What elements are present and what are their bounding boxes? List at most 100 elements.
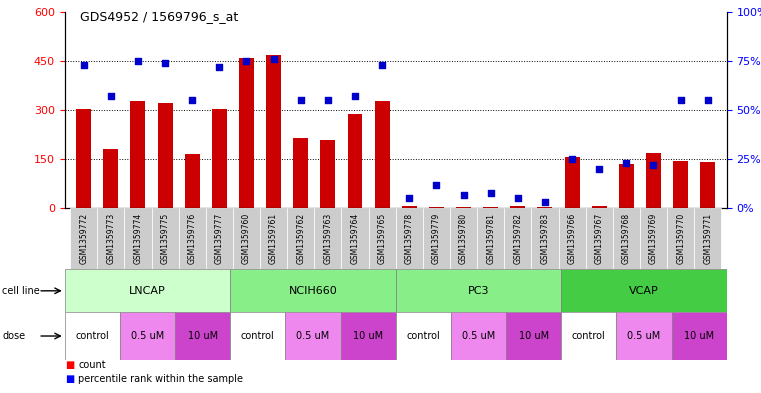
Bar	[151, 208, 179, 269]
Bar	[506, 312, 561, 360]
Point	[349, 93, 361, 99]
Text: GSM1359763: GSM1359763	[323, 213, 333, 264]
Text: GSM1359782: GSM1359782	[514, 213, 522, 264]
Bar	[233, 208, 260, 269]
Bar	[565, 156, 580, 208]
Bar	[673, 162, 688, 208]
Text: GSM1359762: GSM1359762	[296, 213, 305, 264]
Point	[566, 156, 578, 162]
Bar	[511, 206, 525, 208]
Text: GSM1359781: GSM1359781	[486, 213, 495, 264]
Text: GSM1359773: GSM1359773	[107, 213, 116, 264]
Text: 0.5 uM: 0.5 uM	[131, 331, 164, 341]
Point	[159, 60, 171, 66]
Text: GSM1359776: GSM1359776	[188, 213, 196, 264]
Point	[539, 199, 551, 206]
Bar	[293, 138, 308, 208]
Bar	[97, 208, 124, 269]
Text: ■: ■	[65, 360, 74, 371]
Point	[485, 189, 497, 196]
Text: LNCAP: LNCAP	[129, 286, 166, 296]
Point	[702, 97, 714, 103]
Bar	[561, 269, 727, 312]
Point	[648, 162, 660, 168]
Bar	[65, 312, 119, 360]
Text: dose: dose	[2, 331, 25, 341]
Point	[593, 166, 605, 172]
Bar	[586, 208, 613, 269]
Text: cell line: cell line	[2, 286, 40, 296]
Bar	[285, 312, 341, 360]
Bar	[477, 208, 505, 269]
Point	[403, 195, 416, 202]
Bar	[230, 269, 396, 312]
Point	[674, 97, 686, 103]
Text: count: count	[78, 360, 106, 371]
Bar	[287, 208, 314, 269]
Text: 10 uM: 10 uM	[684, 331, 715, 341]
Text: control: control	[75, 331, 109, 341]
Bar	[537, 207, 552, 208]
Bar	[314, 208, 342, 269]
Text: GSM1359780: GSM1359780	[459, 213, 468, 264]
Bar	[694, 208, 721, 269]
Bar	[667, 208, 694, 269]
Bar	[320, 140, 336, 208]
Bar	[205, 208, 233, 269]
Bar	[130, 101, 145, 208]
Text: control: control	[572, 331, 606, 341]
Text: GSM1359779: GSM1359779	[432, 213, 441, 264]
Text: ■: ■	[65, 374, 74, 384]
Text: GSM1359766: GSM1359766	[568, 213, 577, 264]
Bar	[429, 207, 444, 208]
Bar	[396, 208, 423, 269]
Point	[105, 93, 117, 99]
Text: GSM1359769: GSM1359769	[649, 213, 658, 264]
Text: GSM1359761: GSM1359761	[269, 213, 278, 264]
Bar	[65, 269, 230, 312]
Point	[213, 64, 225, 70]
Text: NCIH660: NCIH660	[288, 286, 337, 296]
Text: 10 uM: 10 uM	[518, 331, 549, 341]
Point	[295, 97, 307, 103]
Bar	[456, 207, 471, 208]
Bar	[640, 208, 667, 269]
Bar	[239, 58, 254, 208]
Bar	[531, 208, 559, 269]
Bar	[396, 269, 561, 312]
Bar	[619, 164, 634, 208]
Bar	[103, 149, 118, 208]
Bar	[368, 208, 396, 269]
Bar	[70, 208, 97, 269]
Bar	[76, 109, 91, 208]
Point	[620, 160, 632, 166]
Bar	[646, 152, 661, 208]
Bar	[124, 208, 151, 269]
Bar	[119, 312, 175, 360]
Text: control: control	[406, 331, 440, 341]
Point	[268, 56, 280, 62]
Text: 10 uM: 10 uM	[187, 331, 218, 341]
Text: control: control	[241, 331, 275, 341]
Bar	[561, 312, 616, 360]
Bar	[266, 55, 281, 208]
Bar	[402, 206, 417, 208]
Point	[78, 62, 90, 68]
Bar	[158, 103, 173, 208]
Bar	[260, 208, 287, 269]
Text: 0.5 uM: 0.5 uM	[462, 331, 495, 341]
Bar	[175, 312, 230, 360]
Bar	[212, 109, 227, 208]
Point	[322, 97, 334, 103]
Text: GSM1359774: GSM1359774	[133, 213, 142, 264]
Text: percentile rank within the sample: percentile rank within the sample	[78, 374, 244, 384]
Text: 0.5 uM: 0.5 uM	[627, 331, 661, 341]
Text: GSM1359775: GSM1359775	[161, 213, 170, 264]
Bar	[700, 162, 715, 208]
Text: GSM1359768: GSM1359768	[622, 213, 631, 264]
Point	[430, 182, 442, 188]
Text: GSM1359772: GSM1359772	[79, 213, 88, 264]
Point	[240, 58, 253, 64]
Point	[457, 191, 470, 198]
Text: GSM1359770: GSM1359770	[676, 213, 685, 264]
